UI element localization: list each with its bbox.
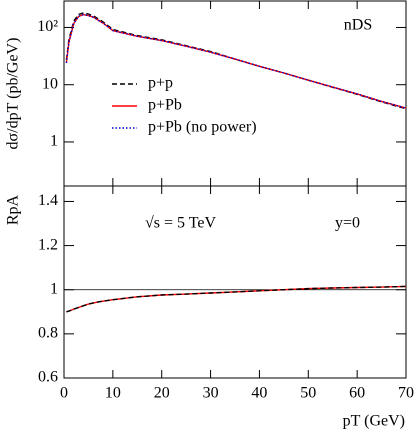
- y-axis-label: RpA: [5, 194, 22, 225]
- x-tick-label: 70: [398, 385, 414, 402]
- plot-frame: [63, 185, 407, 379]
- x-tick-label: 50: [300, 385, 316, 402]
- x-tick-label: 0: [60, 385, 68, 402]
- x-tick-label: 60: [349, 385, 365, 402]
- annotation: √s = 5 TeV: [145, 215, 217, 232]
- y-tick-label: 0.6: [38, 369, 58, 386]
- y-tick-label: 1.2: [38, 236, 58, 253]
- legend-label: p+p: [148, 75, 173, 92]
- y-tick-label: 1: [50, 133, 58, 150]
- y-tick-label: 10²: [37, 18, 58, 35]
- x-tick-label: 20: [154, 385, 170, 402]
- series-line: [66, 285, 407, 313]
- y-tick-label: 0.8: [38, 325, 58, 342]
- y-tick-label: 1.4: [38, 192, 58, 209]
- annotation: y=0: [335, 215, 360, 232]
- x-tick-label: 30: [203, 385, 219, 402]
- legend-label: p+Pb: [148, 97, 182, 114]
- annotation: nDS: [344, 17, 372, 34]
- x-tick-label: 40: [251, 385, 267, 402]
- legend-label: p+Pb (no power): [148, 119, 257, 136]
- x-axis-label: pT (GeV): [343, 413, 405, 430]
- y-axis-label: dσ/dpT (pb/GeV): [5, 38, 22, 150]
- x-tick-label: 10: [105, 385, 121, 402]
- y-tick-label: 1: [50, 280, 58, 297]
- y-tick-label: 10: [42, 75, 58, 92]
- series-line: [65, 13, 407, 109]
